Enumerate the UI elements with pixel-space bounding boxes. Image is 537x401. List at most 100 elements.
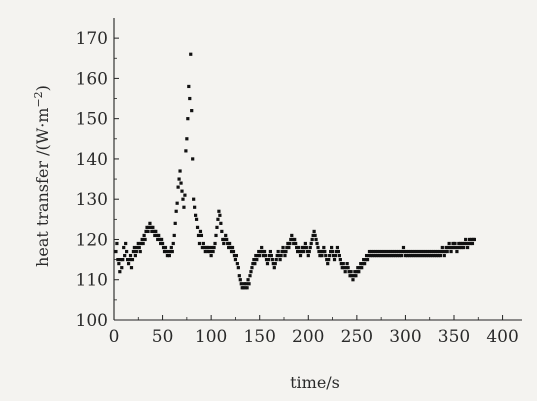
data-point [241, 286, 245, 290]
data-point [365, 258, 370, 262]
x-tick-label: 150 [243, 327, 275, 347]
data-point [281, 245, 285, 250]
data-point [311, 233, 315, 238]
data-point [233, 258, 238, 262]
data-point [296, 245, 301, 250]
data-point [404, 249, 408, 254]
data-point [254, 253, 258, 258]
data-point [223, 237, 227, 242]
x-tick-label: 250 [341, 327, 373, 347]
data-point [320, 253, 324, 258]
data-point [260, 245, 264, 250]
y-tick-label: 110 [76, 271, 108, 291]
data-point [447, 241, 451, 246]
data-point [244, 282, 248, 286]
data-point [341, 262, 345, 266]
data-point [139, 241, 143, 246]
data-point [391, 249, 395, 254]
data-point [454, 245, 458, 250]
data-point [211, 249, 215, 254]
data-point [301, 249, 306, 254]
data-point [309, 241, 313, 246]
data-point [236, 266, 240, 270]
data-point [464, 237, 468, 242]
data-point [183, 193, 187, 197]
data-point [153, 233, 157, 238]
data-point [175, 201, 179, 205]
data-points [114, 52, 476, 290]
data-point [285, 245, 289, 250]
data-point [253, 262, 257, 266]
data-point [217, 209, 221, 213]
data-point [435, 249, 440, 254]
data-point [361, 262, 365, 266]
data-point [200, 245, 204, 250]
data-point [410, 249, 414, 254]
data-point [305, 249, 309, 254]
data-point [396, 253, 400, 258]
data-point [276, 249, 280, 254]
data-point [326, 262, 330, 266]
data-point [261, 249, 265, 254]
data-point [131, 249, 136, 254]
data-point [128, 253, 133, 258]
data-point [272, 266, 276, 270]
data-point [126, 262, 131, 266]
data-point [425, 253, 429, 258]
data-point [398, 249, 403, 254]
data-point [257, 249, 261, 254]
data-point [234, 253, 238, 258]
data-point [265, 262, 270, 266]
data-point [267, 253, 272, 258]
data-point [114, 249, 118, 254]
data-point [344, 266, 348, 270]
data-point [292, 241, 296, 246]
x-tick-label: 0 [109, 327, 120, 347]
data-point [182, 205, 186, 209]
data-point [354, 274, 358, 278]
data-point [242, 282, 246, 286]
y-axis-label-exponent: −2 [32, 91, 45, 107]
y-tick-label: 130 [76, 190, 108, 210]
data-point [414, 249, 418, 254]
data-point [330, 249, 335, 254]
data-point [222, 241, 226, 246]
data-point [178, 169, 182, 173]
y-axis-label-main: heat transfer /(W·m [33, 108, 52, 267]
data-point [225, 237, 229, 242]
data-point [195, 225, 200, 229]
data-point [419, 253, 423, 258]
data-point [358, 266, 362, 270]
data-point [342, 266, 346, 270]
data-point [269, 253, 273, 258]
data-point [362, 258, 366, 262]
data-point [469, 237, 474, 242]
data-point [115, 241, 119, 246]
data-point [279, 253, 283, 258]
data-point [151, 225, 155, 229]
data-point [383, 249, 387, 254]
data-point [246, 278, 250, 282]
data-point [228, 241, 232, 246]
data-point [134, 249, 138, 254]
data-point [271, 262, 275, 266]
data-point [343, 270, 347, 274]
data-point [372, 253, 376, 258]
data-point [169, 245, 173, 250]
data-point [235, 262, 239, 266]
data-point [389, 249, 393, 254]
data-point [171, 241, 175, 246]
x-tick-label: 400 [486, 327, 518, 347]
data-point [125, 249, 129, 254]
data-point [403, 253, 408, 258]
data-point [173, 221, 177, 225]
data-point [409, 253, 413, 258]
data-point [379, 249, 383, 254]
data-point [314, 237, 318, 242]
data-point [408, 249, 412, 254]
data-point [456, 245, 460, 250]
data-point [229, 249, 234, 254]
data-point [416, 249, 420, 254]
